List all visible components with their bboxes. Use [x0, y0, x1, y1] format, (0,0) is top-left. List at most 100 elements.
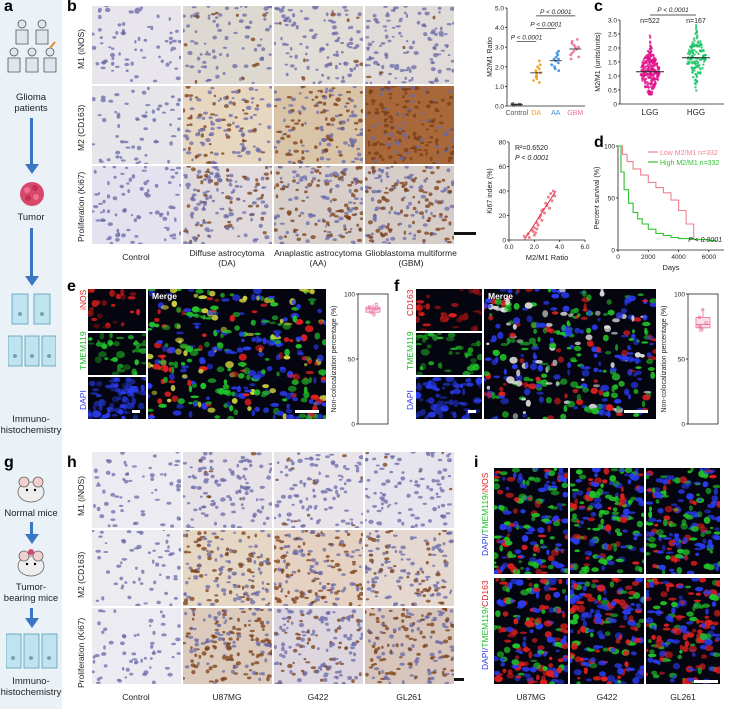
cell-nucleus: [148, 466, 152, 470]
cell-nucleus: [385, 13, 390, 18]
cell-nucleus: [194, 79, 198, 84]
cell-nucleus: [259, 196, 264, 200]
cell-nucleus: [214, 114, 218, 117]
fluorescent-cell: [270, 334, 275, 340]
cell-nucleus: [232, 64, 238, 69]
x-tick-label: 6.0: [580, 244, 589, 251]
fluorescent-cell: [260, 393, 267, 398]
cell-nucleus: [290, 119, 295, 122]
cell-nucleus: [287, 457, 291, 460]
cell-nucleus: [326, 56, 330, 59]
data-point-HGG: [689, 58, 693, 61]
cell-nucleus: [433, 32, 438, 36]
data-point-DA: [538, 63, 542, 67]
col-label-aa: Anaplastic astrocytoma (AA): [274, 248, 362, 268]
data-point: [697, 315, 702, 320]
fluorescent-cell: [499, 353, 507, 361]
fluorescent-cell: [615, 312, 623, 319]
cell-nucleus: [97, 555, 101, 560]
cell-nucleus: [414, 523, 418, 528]
fluorescent-cell: [99, 399, 107, 407]
cell-nucleus: [316, 157, 319, 162]
cell-nucleus: [368, 55, 372, 60]
cell-nucleus: [365, 190, 369, 194]
cell-nucleus: [266, 533, 271, 538]
fluorescent-cell: [570, 357, 577, 362]
cell-nucleus: [258, 562, 264, 567]
cell-nucleus: [444, 79, 450, 83]
fluorescent-cell: [317, 354, 324, 362]
fluorescent-cell: [425, 303, 430, 310]
cell-nucleus: [286, 518, 291, 522]
cell-nucleus: [365, 494, 369, 498]
data-point-HGG: [695, 75, 698, 79]
cell-nucleus: [402, 105, 408, 109]
cell-nucleus: [241, 585, 245, 590]
fluorescent-cell: [668, 521, 673, 528]
fluorescent-cell: [664, 641, 671, 645]
cell-nucleus: [370, 136, 376, 140]
cell-nucleus: [183, 592, 187, 596]
fluorescent-cell: [453, 388, 461, 395]
col-label-h-g422: G422: [307, 692, 329, 702]
cell-nucleus: [300, 211, 305, 215]
cell-nucleus: [279, 222, 285, 225]
fluorescent-cell: [614, 398, 622, 404]
cell-nucleus: [95, 62, 100, 66]
cell-nucleus: [442, 522, 448, 526]
fluorescent-cell: [308, 399, 314, 404]
cell-nucleus: [299, 43, 303, 46]
data-point-LGG: [642, 59, 645, 62]
fluorescent-cell: [294, 319, 304, 325]
data-point-LGG: [650, 64, 654, 67]
fluorescent-cell: [532, 352, 537, 359]
fluorescent-cell: [515, 655, 520, 660]
cell-nucleus: [121, 584, 125, 588]
cell-nucleus: [231, 510, 237, 514]
fluorescent-cell: [550, 560, 559, 567]
fluorescent-cell: [609, 367, 617, 373]
data-point: [532, 233, 536, 237]
data-point-GBM: [572, 43, 576, 47]
cell-nucleus: [335, 184, 340, 188]
fluorescent-cell: [628, 545, 633, 550]
fluorescent-cell: [646, 358, 654, 365]
data-point: [532, 226, 536, 230]
cell-nucleus: [376, 189, 381, 192]
fluorescent-cell: [686, 621, 694, 625]
fluorescent-cell: [511, 659, 520, 666]
fluorescent-cell: [671, 639, 681, 644]
ihc-tile-h-r0c0: [92, 450, 182, 528]
label-cd163-i2: CD163: [480, 580, 490, 607]
fluorescent-cell: [434, 305, 441, 310]
fluorescent-cell: [494, 535, 502, 539]
fluorescent-cell: [432, 377, 442, 382]
cell-nucleus: [379, 206, 385, 210]
fluorescent-cell: [494, 473, 499, 477]
cell-nucleus: [260, 176, 265, 181]
cell-nucleus: [244, 25, 251, 29]
cell-nucleus: [326, 582, 331, 585]
fluorescent-cell: [484, 371, 490, 377]
fluorescent-cell: [466, 377, 472, 383]
patients-icon: [7, 19, 57, 73]
cell-nucleus: [162, 216, 168, 221]
cell-nucleus: [215, 65, 219, 70]
fluorescent-cell: [664, 505, 673, 513]
panel-label-f: f: [394, 278, 400, 295]
cell-nucleus: [427, 165, 433, 170]
cell-nucleus: [254, 544, 258, 548]
cell-nucleus: [349, 25, 354, 29]
fluorescent-cell: [586, 294, 592, 301]
cell-nucleus: [391, 35, 395, 38]
ihc-tile-h-r0c2-texture: [272, 452, 365, 530]
cell-nucleus: [336, 493, 340, 498]
data-point-HGG: [697, 52, 700, 56]
data-point-HGG: [694, 28, 698, 31]
fluorescent-cell: [285, 414, 292, 419]
cell-nucleus: [346, 554, 350, 558]
cell-nucleus: [196, 189, 201, 193]
cell-nucleus: [380, 506, 384, 510]
fluorescent-cell: [111, 413, 118, 417]
cell-nucleus: [390, 9, 396, 12]
